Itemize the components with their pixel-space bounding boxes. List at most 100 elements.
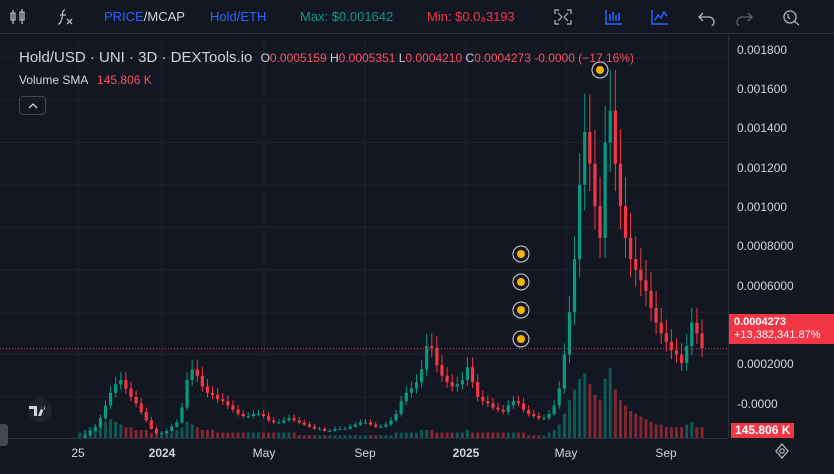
volume-bar	[216, 432, 220, 438]
volume-bar	[98, 424, 102, 438]
chart-pane[interactable]	[0, 35, 728, 438]
event-marker-dot	[596, 66, 604, 74]
line-chart-icon[interactable]	[650, 8, 670, 26]
candlestick-chart[interactable]	[0, 35, 728, 438]
volume-bar	[175, 429, 179, 438]
candle-body	[83, 435, 87, 438]
volume-bar	[481, 432, 485, 438]
volume-bar	[669, 427, 673, 438]
current-price-tag: 0.0004273 +13,382,341.87%	[729, 314, 834, 344]
ohlc-values: O0.0005159 H0.0005351 L0.0004210 C0.0004…	[261, 51, 634, 65]
volume-bar	[313, 435, 317, 438]
candle-body	[460, 380, 464, 385]
candle-body	[674, 350, 679, 355]
pair-toggle-button[interactable]: Hold/ETH	[210, 9, 267, 24]
candle-body	[180, 407, 184, 423]
volume-bar	[394, 432, 398, 438]
price-tick: 0.0006000	[737, 279, 794, 293]
candle-body	[445, 375, 449, 383]
fullscreen-icon[interactable]	[553, 8, 573, 26]
volume-bar	[649, 421, 653, 438]
current-price-change: +13,382,341.87%	[734, 329, 821, 341]
volume-bar	[144, 429, 148, 438]
candle-body	[506, 405, 510, 412]
mcap-mode-label: MCAP	[147, 9, 185, 24]
candle-body	[634, 259, 638, 270]
price-tick: 0.0002000	[737, 357, 794, 371]
low-label: L	[398, 51, 406, 65]
candle-body	[154, 428, 159, 434]
volume-bar	[358, 435, 362, 438]
candle-body	[654, 307, 658, 323]
volume-bar	[78, 432, 82, 438]
time-tick: 2025	[452, 446, 480, 460]
candle-body	[695, 322, 699, 334]
collapse-legend-button[interactable]	[19, 96, 46, 115]
candle-body	[251, 413, 255, 417]
time-axis[interactable]: 25 2024 May Sep 2025 May Sep	[0, 438, 728, 474]
candle-body	[455, 384, 459, 387]
candle-body	[261, 413, 266, 417]
volume-bar	[537, 435, 541, 438]
candle-body	[608, 110, 612, 143]
candle-body	[567, 312, 572, 355]
symbol-title[interactable]: Hold/USD · UNI · 3D · DEXTools.io	[19, 49, 253, 66]
volume-bar	[170, 432, 174, 438]
low-value: 0.0004210	[405, 51, 463, 65]
screenshot-icon[interactable]	[781, 8, 801, 26]
volume-bar	[190, 424, 194, 438]
event-marker-dot	[517, 278, 525, 286]
candle-body	[328, 430, 332, 432]
scroll-handle[interactable]	[0, 424, 8, 446]
candles-icon[interactable]	[8, 8, 28, 26]
candle-body	[312, 426, 317, 429]
redo-icon[interactable]	[734, 8, 754, 28]
candle-body	[333, 428, 337, 431]
time-tick: 25	[71, 446, 85, 460]
candle-body	[659, 322, 663, 334]
undo-icon[interactable]	[697, 8, 717, 28]
volume-bar	[593, 394, 597, 438]
settings-icon[interactable]	[774, 443, 790, 459]
indicators-icon[interactable]	[56, 8, 76, 26]
volume-legend: Volume SMA 145.806 K	[19, 73, 152, 87]
candle-body	[338, 428, 342, 430]
candle-body	[348, 426, 352, 429]
candle-body	[440, 365, 444, 376]
candle-body	[277, 422, 281, 424]
price-axis[interactable]: 0.001800 0.001600 0.001400 0.001200 0.00…	[728, 35, 834, 438]
volume-bar	[119, 424, 123, 438]
candle-body	[470, 367, 475, 383]
volume-bar	[231, 432, 235, 438]
candle-body	[685, 346, 689, 364]
volume-label[interactable]: Volume SMA	[19, 73, 88, 87]
volume-bar	[680, 427, 684, 438]
volume-bar	[629, 411, 633, 438]
volume-bar	[251, 432, 255, 438]
candle-body	[226, 401, 230, 406]
candle-body	[165, 430, 169, 434]
candle-body	[664, 333, 668, 342]
candle-body	[374, 424, 378, 427]
tradingview-logo-icon[interactable]	[24, 398, 56, 422]
volume-bar	[542, 435, 546, 438]
bar-chart-icon[interactable]	[604, 8, 624, 26]
price-mcap-toggle[interactable]: PRICE/MCAP	[104, 9, 185, 25]
candle-body	[547, 413, 551, 419]
candle-body	[680, 354, 684, 364]
volume-bar	[685, 424, 689, 438]
volume-bar	[440, 432, 444, 438]
price-mode-label: PRICE	[104, 9, 144, 24]
volume-bar	[267, 432, 271, 438]
volume-bar	[664, 427, 668, 438]
candle-body	[149, 420, 153, 429]
candle-body	[532, 413, 536, 417]
volume-bar	[323, 435, 327, 438]
price-tick: 0.001000	[737, 200, 788, 214]
volume-bar	[124, 427, 128, 438]
candle-body	[369, 422, 373, 425]
volume-bar	[552, 429, 556, 438]
volume-bar	[369, 435, 373, 438]
volume-bar	[139, 429, 143, 438]
candle-body	[588, 131, 592, 164]
